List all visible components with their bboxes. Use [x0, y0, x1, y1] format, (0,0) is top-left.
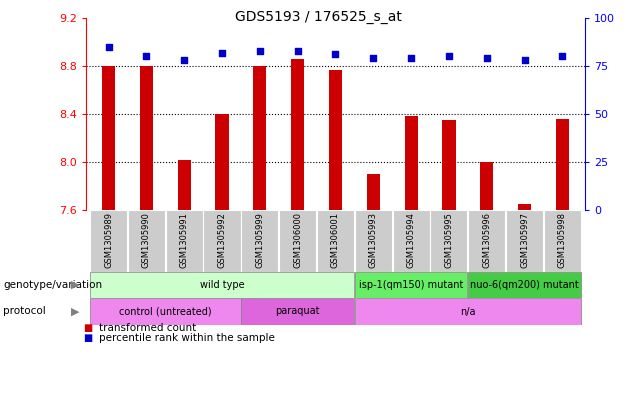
Point: [255, 48, 265, 54]
Text: wild type: wild type: [200, 280, 244, 290]
Point: [217, 50, 227, 56]
Bar: [355, 298, 581, 325]
Bar: [544, 210, 581, 272]
Bar: [216, 114, 228, 210]
Bar: [404, 116, 418, 210]
Text: paraquat: paraquat: [275, 307, 320, 316]
Point: [331, 51, 341, 58]
Bar: [367, 174, 380, 210]
Bar: [291, 59, 304, 210]
Text: GSM1305990: GSM1305990: [142, 212, 151, 268]
Bar: [431, 210, 467, 272]
Point: [444, 53, 454, 60]
Bar: [355, 272, 467, 298]
Bar: [518, 204, 531, 210]
Text: GSM1305989: GSM1305989: [104, 212, 113, 268]
Bar: [317, 210, 354, 272]
Bar: [355, 210, 392, 272]
Bar: [128, 210, 165, 272]
Text: GSM1305993: GSM1305993: [369, 212, 378, 268]
Point: [481, 55, 492, 61]
Text: GSM1305998: GSM1305998: [558, 212, 567, 268]
Text: protocol: protocol: [3, 307, 46, 316]
Point: [141, 53, 151, 60]
Point: [104, 44, 114, 50]
Point: [293, 48, 303, 54]
Bar: [468, 272, 581, 298]
Text: ▶: ▶: [71, 307, 80, 316]
Bar: [90, 298, 240, 325]
Bar: [241, 210, 279, 272]
Bar: [241, 298, 354, 325]
Text: GSM1305999: GSM1305999: [255, 212, 265, 268]
Text: GDS5193 / 176525_s_at: GDS5193 / 176525_s_at: [235, 10, 401, 24]
Bar: [468, 210, 506, 272]
Bar: [506, 210, 543, 272]
Text: GSM1305994: GSM1305994: [406, 212, 416, 268]
Point: [557, 53, 567, 60]
Text: GSM1306001: GSM1306001: [331, 212, 340, 268]
Bar: [90, 272, 354, 298]
Text: genotype/variation: genotype/variation: [3, 280, 102, 290]
Bar: [204, 210, 240, 272]
Text: GSM1305996: GSM1305996: [482, 212, 491, 268]
Point: [368, 55, 378, 61]
Point: [179, 57, 190, 63]
Bar: [480, 162, 494, 210]
Point: [520, 57, 530, 63]
Bar: [140, 66, 153, 210]
Bar: [443, 120, 455, 210]
Text: GSM1305995: GSM1305995: [445, 212, 453, 268]
Text: GSM1305992: GSM1305992: [218, 212, 226, 268]
Text: nuo-6(qm200) mutant: nuo-6(qm200) mutant: [470, 280, 579, 290]
Text: GSM1305991: GSM1305991: [180, 212, 189, 268]
Text: control (untreated): control (untreated): [119, 307, 212, 316]
Bar: [556, 119, 569, 210]
Text: ■: ■: [83, 323, 92, 333]
Bar: [102, 66, 115, 210]
Text: GSM1306000: GSM1306000: [293, 212, 302, 268]
Bar: [177, 160, 191, 210]
Bar: [329, 70, 342, 210]
Text: isp-1(qm150) mutant: isp-1(qm150) mutant: [359, 280, 463, 290]
Bar: [90, 210, 127, 272]
Text: n/a: n/a: [460, 307, 476, 316]
Bar: [279, 210, 316, 272]
Point: [406, 55, 416, 61]
Text: ▶: ▶: [71, 280, 80, 290]
Text: percentile rank within the sample: percentile rank within the sample: [99, 333, 275, 343]
Bar: [253, 66, 266, 210]
Text: ■: ■: [83, 333, 92, 343]
Text: GSM1305997: GSM1305997: [520, 212, 529, 268]
Bar: [165, 210, 203, 272]
Text: transformed count: transformed count: [99, 323, 196, 333]
Bar: [392, 210, 430, 272]
